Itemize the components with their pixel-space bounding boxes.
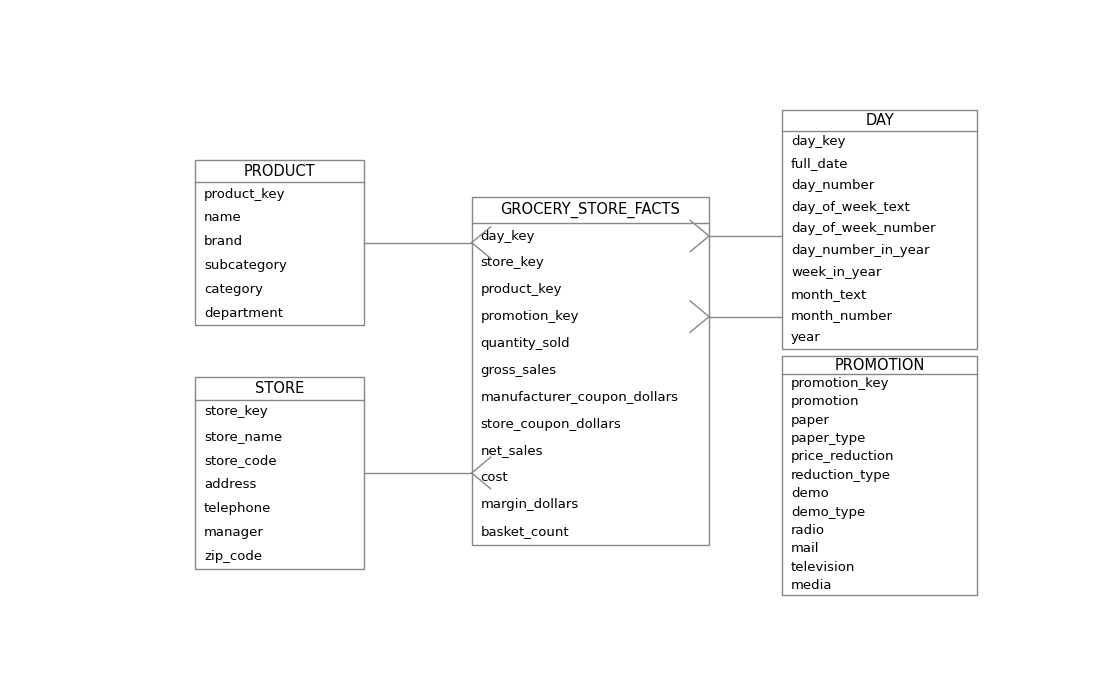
Text: manager: manager [204, 526, 264, 539]
Text: media: media [791, 579, 832, 592]
Text: brand: brand [204, 235, 243, 248]
Text: day_of_week_number: day_of_week_number [791, 222, 936, 235]
Text: telephone: telephone [204, 502, 272, 515]
Text: address: address [204, 478, 256, 491]
Text: net_sales: net_sales [480, 445, 543, 458]
Text: full_date: full_date [791, 157, 849, 170]
Bar [782, 110, 977, 349]
Text: month_number: month_number [791, 309, 893, 322]
Text: GROCERY_STORE_FACTS: GROCERY_STORE_FACTS [500, 201, 681, 218]
Text: store_key: store_key [204, 405, 267, 418]
Text: gross_sales: gross_sales [480, 364, 556, 377]
Text: name: name [204, 211, 242, 224]
Text: product_key: product_key [204, 188, 285, 201]
Text: store_key: store_key [480, 256, 544, 269]
Text: subcategory: subcategory [204, 259, 287, 272]
Text: product_key: product_key [480, 284, 561, 296]
Bar [471, 197, 710, 545]
Text: price_reduction: price_reduction [791, 450, 895, 463]
Text: STORE: STORE [255, 381, 304, 396]
Bar [782, 356, 977, 595]
Text: store_code: store_code [204, 454, 276, 466]
Text: basket_count: basket_count [480, 525, 569, 538]
Text: year: year [791, 331, 821, 344]
Text: day_key: day_key [480, 230, 535, 243]
Bar [195, 377, 363, 568]
Text: margin_dollars: margin_dollars [480, 498, 578, 511]
Bar [195, 160, 363, 325]
Text: store_name: store_name [204, 430, 282, 443]
Text: day_number_in_year: day_number_in_year [791, 244, 929, 257]
Text: day_of_week_text: day_of_week_text [791, 201, 910, 214]
Text: promotion_key: promotion_key [791, 377, 890, 390]
Text: paper: paper [791, 413, 830, 426]
Text: month_text: month_text [791, 288, 868, 301]
Text: DAY: DAY [866, 114, 893, 129]
Text: category: category [204, 283, 263, 296]
Text: day_key: day_key [791, 135, 846, 148]
Text: cost: cost [480, 471, 508, 484]
Text: quantity_sold: quantity_sold [480, 337, 570, 350]
Text: department: department [204, 307, 283, 320]
Text: PROMOTION: PROMOTION [834, 358, 925, 373]
Text: reduction_type: reduction_type [791, 469, 891, 481]
Text: mail: mail [791, 542, 820, 556]
Text: zip_code: zip_code [204, 550, 262, 563]
Text: demo: demo [791, 487, 829, 500]
Text: radio: radio [791, 524, 825, 537]
Text: week_in_year: week_in_year [791, 266, 881, 279]
Text: promotion_key: promotion_key [480, 310, 579, 323]
Text: paper_type: paper_type [791, 432, 867, 445]
Text: television: television [791, 560, 856, 574]
Text: manufacturer_coupon_dollars: manufacturer_coupon_dollars [480, 391, 678, 404]
Text: day_number: day_number [791, 179, 874, 192]
Text: promotion: promotion [791, 395, 860, 408]
Text: demo_type: demo_type [791, 505, 866, 519]
Text: store_coupon_dollars: store_coupon_dollars [480, 418, 620, 430]
Text: PRODUCT: PRODUCT [244, 164, 315, 179]
